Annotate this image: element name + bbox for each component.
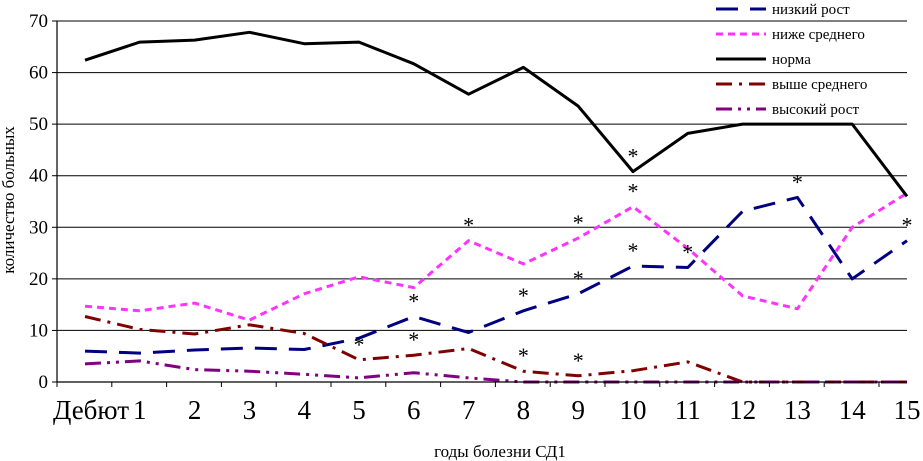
- x-tick-labels: Дебют 1 2 3 4 5 6 7 8 9 10 11 12 13 14 15: [53, 395, 921, 425]
- significance-markers: * * * * * * * * * * * * * * *: [354, 144, 913, 373]
- legend-label: ниже среднего: [772, 27, 865, 43]
- significance-asterisk: *: [628, 179, 639, 204]
- x-tick-label: 5: [352, 395, 366, 425]
- significance-asterisk: *: [408, 327, 419, 352]
- x-tick-label: 1: [133, 395, 147, 425]
- y-tick-label: 40: [29, 166, 48, 187]
- significance-asterisk: *: [518, 343, 529, 368]
- x-axis-label: годы болезни СД1: [434, 442, 566, 461]
- series-line-1: [84, 191, 908, 322]
- x-tick-label: 4: [297, 395, 311, 425]
- y-tick-label: 20: [29, 269, 48, 290]
- y-axis-label: количество больных: [0, 126, 18, 274]
- y-tick-label: 50: [29, 114, 48, 135]
- axes: [52, 20, 907, 387]
- x-tick-label: 14: [839, 395, 867, 425]
- legend: низкий рост ниже среднего норма выше средне…: [716, 2, 867, 118]
- x-tick-label: 13: [784, 395, 811, 425]
- x-tick-label: Дебют: [53, 395, 129, 425]
- x-tick-label: 15: [894, 395, 921, 425]
- x-tick-label: 11: [675, 395, 701, 425]
- y-tick-labels: 0 10 20 30 40 50 60 70: [29, 11, 48, 393]
- significance-asterisk: *: [518, 283, 529, 308]
- significance-asterisk: *: [792, 169, 803, 194]
- y-tick-label: 30: [29, 217, 48, 238]
- legend-label: высокий рост: [772, 102, 859, 118]
- significance-asterisk: *: [354, 332, 365, 357]
- x-tick-label: 12: [729, 395, 756, 425]
- series-line-4: [84, 359, 907, 384]
- significance-asterisk: *: [573, 210, 584, 235]
- y-tick-label: 60: [29, 63, 48, 84]
- significance-asterisk: *: [408, 289, 419, 314]
- x-tick-label: 3: [243, 395, 257, 425]
- legend-label: выше среднего: [772, 77, 867, 93]
- significance-asterisk: *: [628, 238, 639, 263]
- series-line-2: [84, 30, 909, 198]
- legend-label: норма: [772, 52, 811, 68]
- significance-asterisk: *: [463, 213, 474, 238]
- gridlines: [57, 20, 907, 331]
- significance-asterisk: *: [682, 240, 693, 265]
- significance-asterisk: *: [628, 144, 639, 169]
- x-tick-label: 10: [620, 395, 647, 425]
- x-tick-label: 9: [571, 395, 585, 425]
- y-tick-label: 0: [39, 372, 49, 393]
- x-tick-label: 8: [517, 395, 531, 425]
- x-tick-label: 2: [188, 395, 202, 425]
- x-tick-label: 6: [407, 395, 421, 425]
- legend-label: низкий рост: [772, 2, 850, 18]
- y-tick-label: 70: [29, 11, 48, 32]
- series-line-0: [84, 195, 908, 355]
- significance-asterisk: *: [573, 266, 584, 291]
- significance-asterisk: *: [902, 213, 913, 238]
- x-tick-label: 7: [462, 395, 476, 425]
- significance-asterisk: *: [573, 348, 584, 373]
- y-tick-label: 10: [29, 320, 48, 341]
